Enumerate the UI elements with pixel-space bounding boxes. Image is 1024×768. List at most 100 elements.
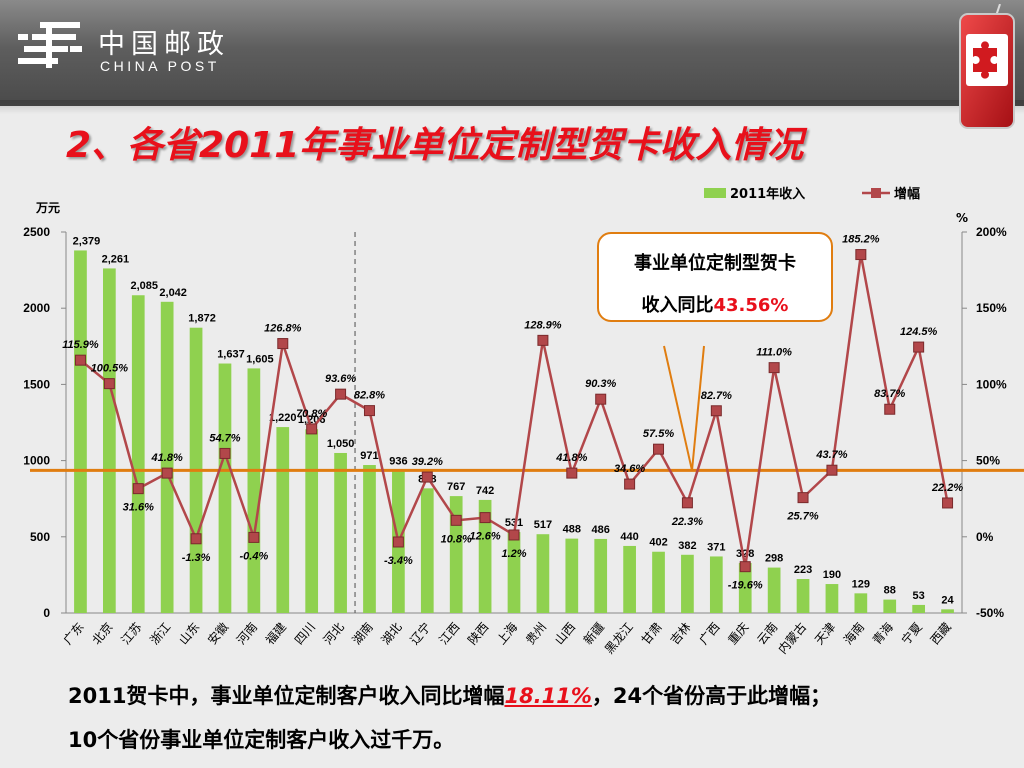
growth-label: 22.3% [671,516,703,528]
revenue-bar [652,551,665,613]
category-label: 内蒙古 [775,619,810,656]
revenue-bar-label: 402 [649,537,667,549]
revenue-bar-label: 517 [534,519,552,531]
right-tick-label: 100% [976,377,1007,391]
category-label: 江苏 [118,620,144,647]
revenue-bar-label: 2,042 [159,287,187,299]
growth-label: 10.8% [441,533,472,545]
revenue-bar-label: 488 [563,524,581,536]
revenue-bar-label: 2,085 [130,280,158,292]
revenue-bar-label: 1,050 [327,438,355,450]
callout-line-1: 事业单位定制型贺卡 [634,253,796,274]
right-tick-label: 50% [976,454,1000,468]
growth-point [103,378,115,390]
callout-pointer-left [663,345,693,471]
growth-label: -1.3% [182,552,211,564]
right-axis-unit: % [956,211,968,225]
legend-bar-swatch [704,188,726,198]
growth-point [74,354,86,366]
growth-point [681,497,693,509]
growth-point [826,464,838,476]
growth-point [595,393,607,405]
category-label: 天津 [812,620,838,647]
legend-line-label: 增幅 [894,186,920,202]
growth-label: 25.7% [786,511,818,523]
growth-label: 39.2% [412,456,443,468]
revenue-bar [767,567,781,613]
revenue-bar [160,301,174,613]
category-label: 河北 [321,620,347,647]
revenue-bar [854,593,868,613]
right-tick-label: 0% [976,530,994,544]
category-label: 河南 [233,619,260,647]
category-label: 宁夏 [898,619,925,647]
category-label: 山西 [552,620,578,647]
growth-point [768,362,780,374]
revenue-bar [565,538,579,613]
revenue-bar-label: 371 [707,541,725,553]
revenue-bar-label: 24 [941,594,954,606]
left-axis-unit: 万元 [35,201,60,215]
growth-callout: 事业单位定制型贺卡 收入同比43.56% [597,232,833,322]
growth-point [913,341,925,353]
growth-label: 31.6% [123,502,154,514]
growth-point [479,512,491,524]
growth-point [248,531,260,543]
growth-label: -0.4% [239,550,268,562]
revenue-bar [536,534,550,613]
growth-point [450,514,462,526]
revenue-bar [218,363,232,613]
revenue-bar-label: 53 [913,590,925,602]
category-label: 湖南 [349,619,376,647]
growth-label: 1.2% [501,548,526,560]
right-tick-label: 200% [976,225,1007,239]
category-label: 四川 [292,620,318,647]
revenue-bar [623,545,636,613]
revenue-bar-label: 486 [592,524,610,536]
growth-point [797,492,809,504]
category-label: 甘肃 [639,620,665,647]
revenue-bar-label: 936 [389,455,407,467]
logo-english: CHINA POST [100,58,220,74]
callout-pointer-right [691,345,705,471]
revenue-bar [276,427,290,613]
growth-label: 34.6% [614,463,645,475]
left-tick-label: 1500 [23,377,50,391]
growth-point [306,423,318,435]
revenue-bar-label: 88 [884,585,896,597]
puzzle-phone-icon [959,4,1015,129]
header-shadow [0,100,1024,114]
growth-label: 41.8% [555,452,587,464]
growth-point [392,536,404,548]
growth-label: 115.9% [62,339,99,351]
category-label: 新疆 [580,619,607,647]
growth-label: 83.7% [874,388,905,400]
logo-chinese: 中国邮政 [98,29,230,60]
category-label: 贵州 [523,620,549,647]
revenue-bar-label: 1,605 [246,353,274,365]
revenue-bar-label: 223 [794,564,812,576]
growth-point [942,497,954,509]
revenue-bar-label: 440 [620,531,638,543]
category-label: 重庆 [725,620,751,647]
revenue-bar-label: 2,379 [73,235,101,247]
revenue-bar [305,429,319,613]
growth-label: 90.3% [585,378,616,390]
category-label: 安徽 [204,619,231,647]
revenue-bar [883,599,897,613]
revenue-bar-label: 1,637 [217,349,245,361]
growth-label: 124.5% [900,326,938,338]
category-label: 广西 [696,620,722,647]
growth-label: 22.2% [931,482,963,494]
summary-line-1: 2011贺卡中，事业单位定制客户收入同比增幅18.11%，24个省份高于此增幅； [68,674,831,718]
growth-label: 41.8% [151,452,183,464]
category-label: 福建 [262,619,289,647]
growth-label: 57.5% [643,428,674,440]
growth-point [190,533,202,545]
category-label: 海南 [840,619,867,647]
growth-label: 111.0% [756,347,792,359]
revenue-bar [681,554,694,613]
growth-point [508,529,520,541]
category-label: 青海 [869,619,896,647]
growth-point [855,249,867,261]
